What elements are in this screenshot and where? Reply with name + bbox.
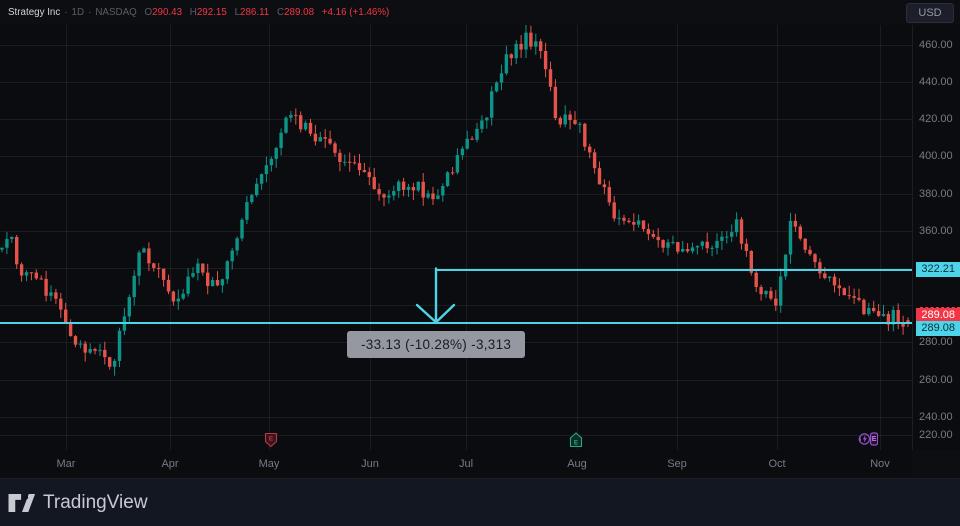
svg-text:E: E bbox=[269, 435, 273, 442]
svg-text:E: E bbox=[872, 436, 877, 443]
svg-text:E: E bbox=[574, 439, 578, 446]
